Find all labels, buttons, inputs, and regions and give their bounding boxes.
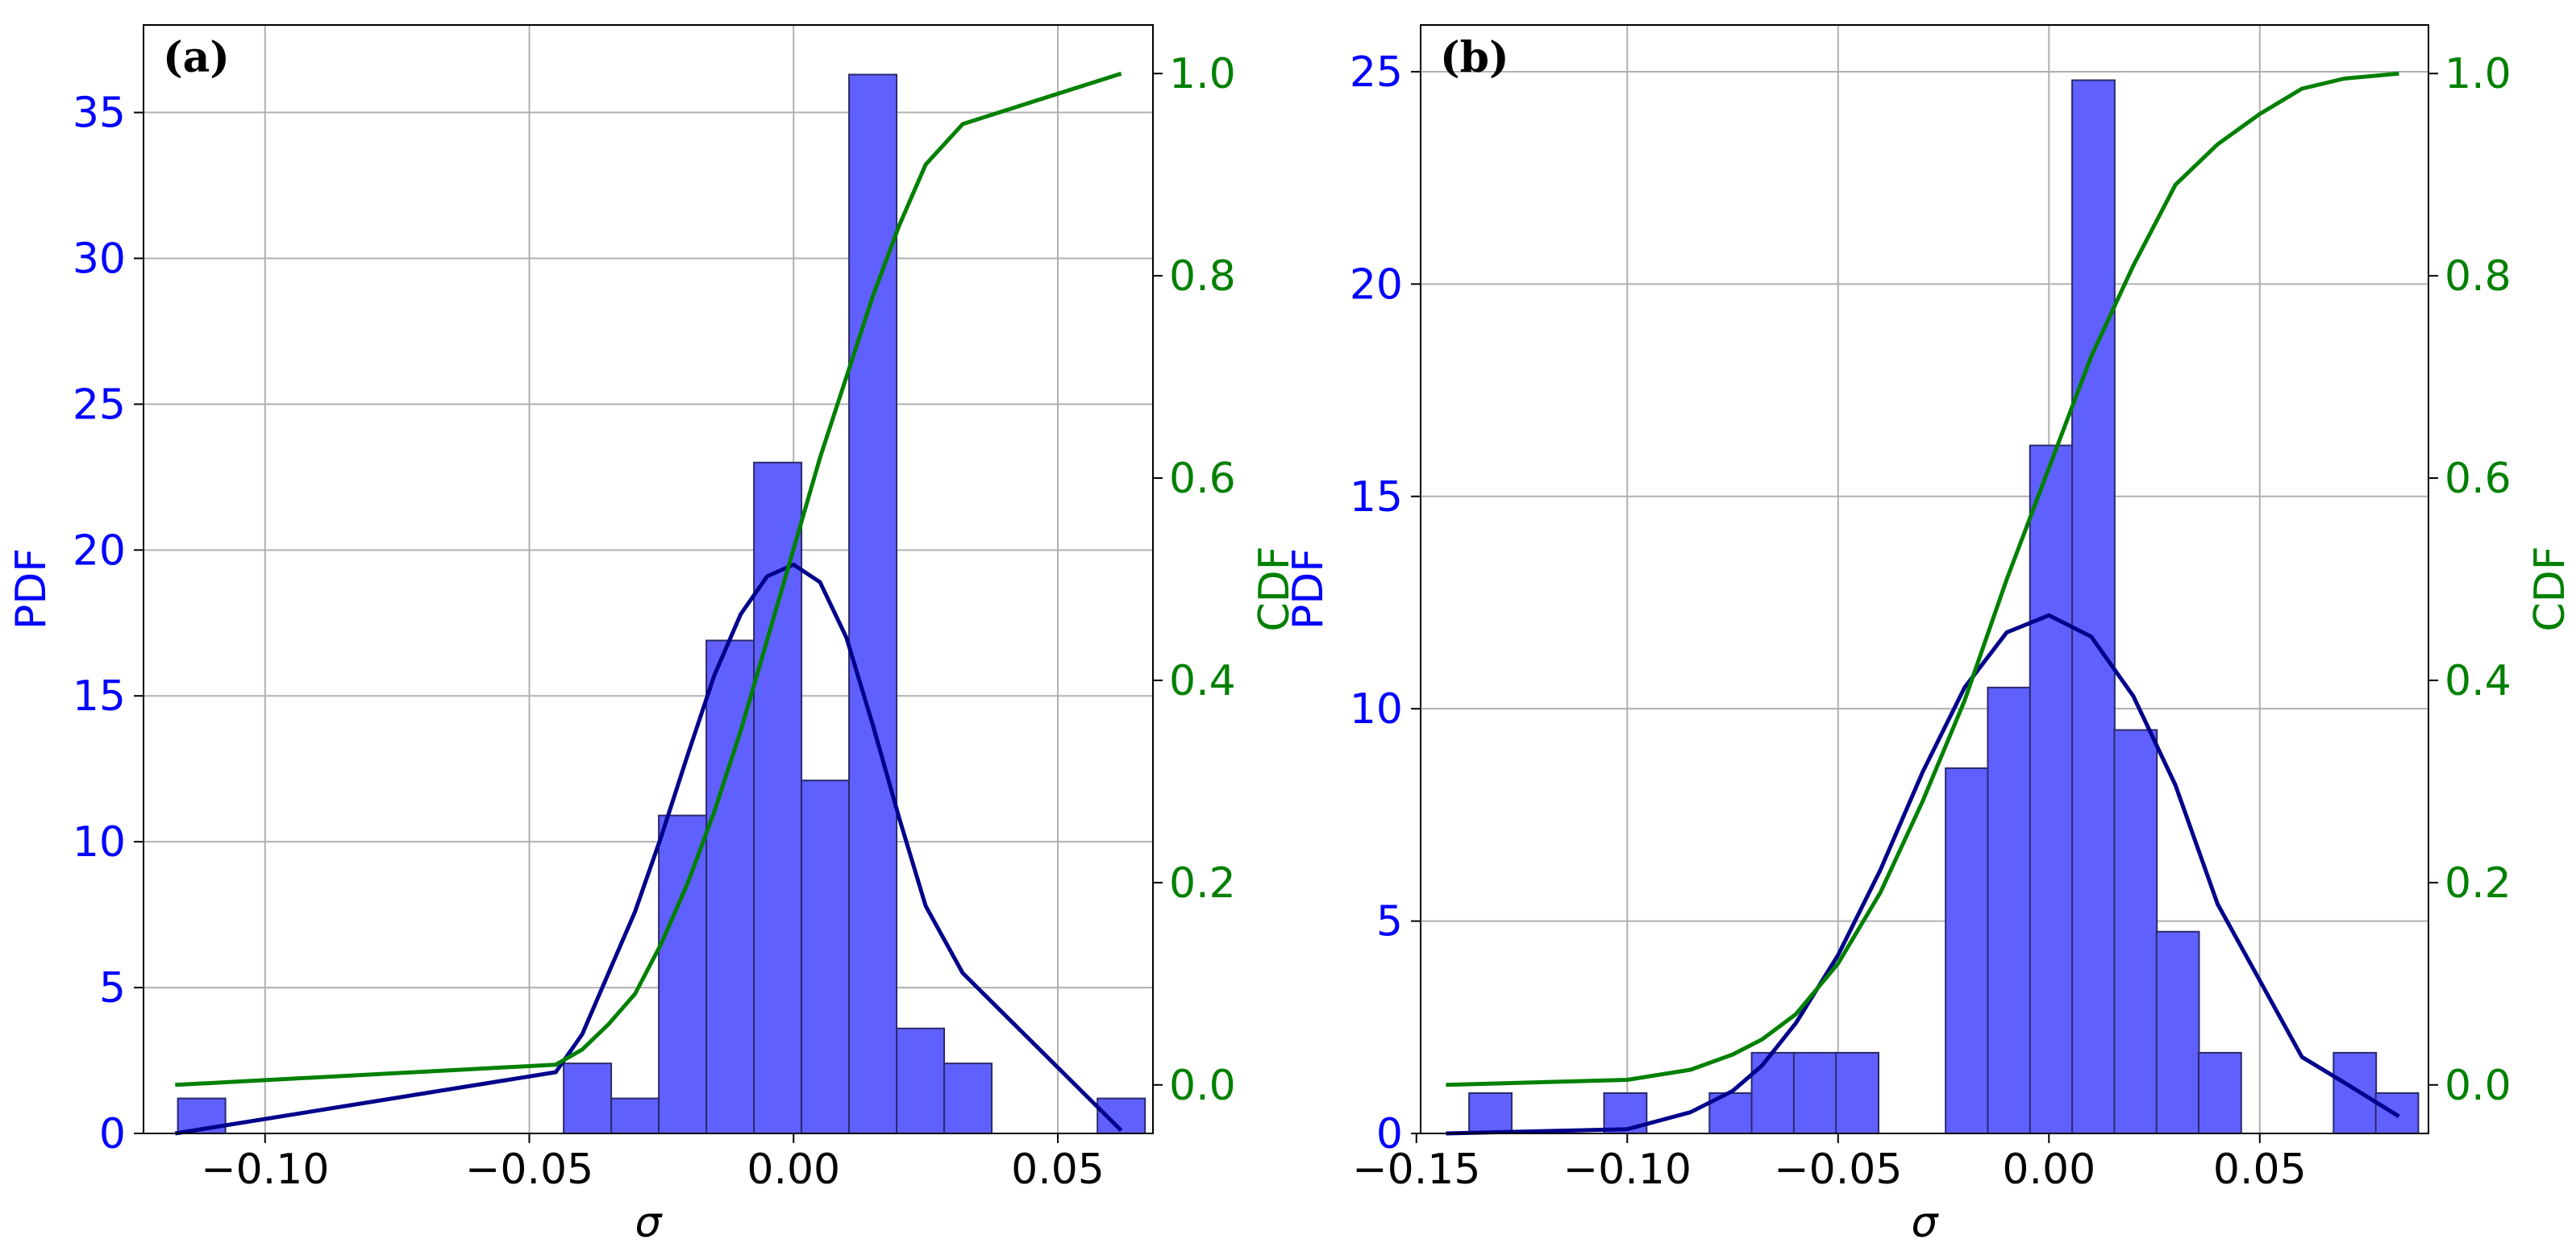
y-right-tick-label: 0.8 xyxy=(1169,252,1236,301)
x-tick-label: −0.05 xyxy=(465,1146,593,1194)
histogram-bar-3 xyxy=(1750,1051,1796,1134)
pdf-curve xyxy=(174,562,1123,1136)
y-right-tick-label: 0.4 xyxy=(1169,657,1236,705)
y-right-tick-label: 1.0 xyxy=(1169,50,1236,98)
y-tick-label: 25 xyxy=(73,380,126,429)
curve-lines xyxy=(174,71,1123,1136)
x-tick-label: 0.00 xyxy=(747,1146,840,1194)
histogram-bar-1 xyxy=(563,1062,613,1134)
y-tick-label: 30 xyxy=(73,235,126,283)
y-right-tick-label: 0.2 xyxy=(2445,859,2511,908)
y-right-tick-label: 1.0 xyxy=(2445,50,2511,98)
cdf-curve xyxy=(175,71,1122,1087)
y-right-tick-label: 0.0 xyxy=(2445,1062,2511,1110)
curve-lines xyxy=(1446,71,2400,1136)
x-tick-label: 0.05 xyxy=(1011,1146,1105,1194)
histogram-bar-9 xyxy=(2071,79,2116,1135)
y-right-tick-label: 0.2 xyxy=(1169,859,1236,908)
histogram-bar-0 xyxy=(1468,1092,1513,1135)
histogram-bar-10 xyxy=(2113,729,2158,1134)
y-tick-label: 15 xyxy=(1350,473,1403,522)
y-right-tick-label: 0.0 xyxy=(1169,1062,1236,1110)
y-right-tick-label: 0.6 xyxy=(2445,455,2511,503)
histogram-bar-7 xyxy=(1987,686,2032,1134)
x-tick-label: −0.10 xyxy=(1563,1146,1692,1194)
histogram-bar-7 xyxy=(848,73,898,1134)
y-right-tick-label: 0.6 xyxy=(1169,455,1236,503)
y-axis-left-label: PDF xyxy=(1284,548,1333,630)
histogram-bar-6 xyxy=(801,780,851,1135)
x-axis-ticks: −0.15 −0.10 −0.05 0.00 0.05 xyxy=(1352,1133,2307,1194)
histogram-bar-9 xyxy=(943,1062,993,1134)
x-tick-label: −0.15 xyxy=(1352,1146,1480,1194)
histogram-bar-12 xyxy=(2197,1051,2242,1134)
y-axis-right-ticks: 0.0 0.2 0.4 0.6 0.8 1.0 xyxy=(2428,50,2511,1110)
histogram-bar-4 xyxy=(1792,1051,1837,1134)
y-tick-label: 15 xyxy=(73,672,126,721)
y-tick-label: 20 xyxy=(73,526,126,575)
y-tick-label: 0 xyxy=(1376,1110,1403,1158)
plot-frame xyxy=(1420,24,2429,1134)
histogram-bars xyxy=(1468,79,2420,1135)
y-tick-label: 10 xyxy=(1350,685,1403,734)
y-tick-label: 25 xyxy=(1350,48,1403,97)
y-right-tick-label: 0.8 xyxy=(2445,252,2511,301)
y-tick-label: 5 xyxy=(99,964,126,1013)
y-tick-label: 20 xyxy=(1350,260,1403,309)
pdf-curve xyxy=(1446,613,2400,1136)
chart-panel-a: −0.10 −0.05 0.00 0.05 0 5 10 15 20 25 30 35 0.0 0.2… xyxy=(7,24,1299,1247)
panel-label: (b) xyxy=(1440,33,1509,82)
x-tick-label: −0.05 xyxy=(1774,1146,1902,1194)
y-axis-left-ticks: 0 5 10 15 20 25 30 35 xyxy=(73,89,144,1158)
panel-label: (a) xyxy=(163,33,230,82)
y-axis-right-label: CDF xyxy=(2526,546,2574,631)
y-axis-left-ticks: 0 5 10 15 20 25 xyxy=(1350,48,1421,1158)
x-axis-label: σ xyxy=(635,1199,664,1247)
x-tick-label: −0.10 xyxy=(201,1146,329,1194)
x-tick-label: 0.00 xyxy=(2002,1146,2095,1194)
y-axis-right-ticks: 0.0 0.2 0.4 0.6 0.8 1.0 xyxy=(1153,50,1236,1110)
histogram-bar-6 xyxy=(1945,767,1989,1134)
y-tick-label: 35 xyxy=(73,89,126,138)
histogram-bar-13 xyxy=(2333,1051,2378,1134)
histogram-bar-2 xyxy=(610,1097,660,1135)
histogram-bar-3 xyxy=(658,814,708,1134)
y-tick-label: 10 xyxy=(73,818,126,867)
plot-frame xyxy=(143,24,1154,1134)
x-tick-label: 0.05 xyxy=(2213,1146,2307,1194)
histogram-bar-8 xyxy=(2029,444,2074,1134)
y-right-tick-label: 0.4 xyxy=(2445,657,2511,705)
histogram-bar-8 xyxy=(896,1027,946,1134)
histogram-bar-11 xyxy=(2155,930,2200,1134)
histogram-bar-5 xyxy=(1835,1051,1879,1134)
y-axis-right-label: CDF xyxy=(1251,546,1299,631)
x-axis-ticks: −0.10 −0.05 0.00 0.05 xyxy=(201,1133,1105,1194)
x-axis-label: σ xyxy=(1912,1199,1940,1247)
y-axis-left-label: PDF xyxy=(7,548,56,630)
y-tick-label: 5 xyxy=(1376,898,1403,946)
y-tick-label: 0 xyxy=(99,1110,126,1158)
cdf-curve xyxy=(1446,71,2399,1087)
